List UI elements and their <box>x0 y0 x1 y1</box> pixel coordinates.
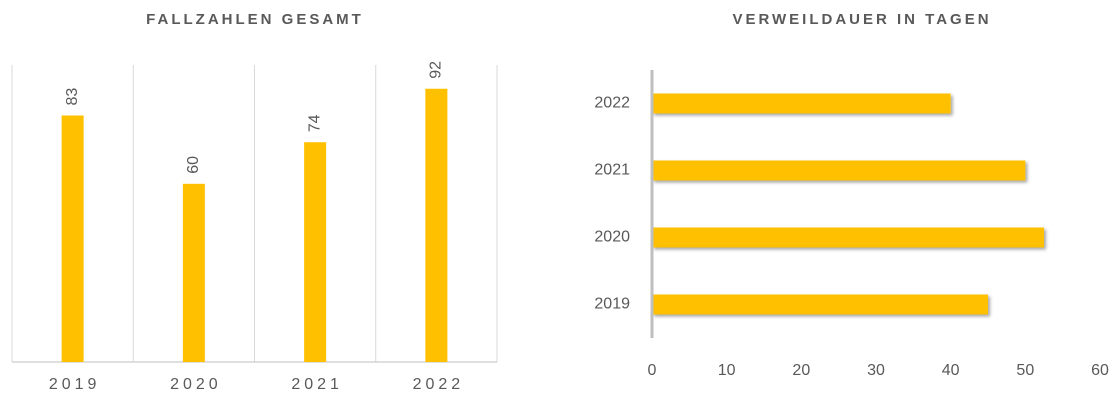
x-tick-label: 40 <box>942 362 960 379</box>
x-tick-label: 2021 <box>291 376 343 393</box>
x-tick-label: 2022 <box>413 376 465 393</box>
value-label: 83 <box>64 88 81 106</box>
x-tick-label: 10 <box>718 362 736 379</box>
value-label: 60 <box>185 156 202 174</box>
x-tick-label: 2020 <box>170 376 222 393</box>
bar <box>425 88 448 362</box>
bar <box>652 93 951 114</box>
x-tick-label: 60 <box>1091 362 1109 379</box>
y-tick-label: 2021 <box>594 162 630 179</box>
x-tick-label: 50 <box>1016 362 1034 379</box>
y-tick-label: 2020 <box>594 229 630 246</box>
y-tick-label: 2022 <box>594 95 630 112</box>
x-tick-label: 20 <box>792 362 810 379</box>
bar <box>182 183 205 362</box>
x-tick-label: 2019 <box>49 376 101 393</box>
bar <box>304 142 327 362</box>
value-label: 92 <box>428 61 445 79</box>
bar <box>61 115 84 363</box>
x-tick-label: 0 <box>648 362 657 379</box>
chart-title: FALLZAHLEN GESAMT <box>146 11 364 28</box>
chart-title: VERWEILDAUER IN TAGEN <box>732 11 991 28</box>
bar <box>652 294 988 315</box>
x-tick-label: 30 <box>867 362 885 379</box>
value-label: 74 <box>306 114 323 132</box>
bar <box>652 160 1026 181</box>
bar <box>652 227 1044 248</box>
y-tick-label: 2019 <box>594 296 630 313</box>
